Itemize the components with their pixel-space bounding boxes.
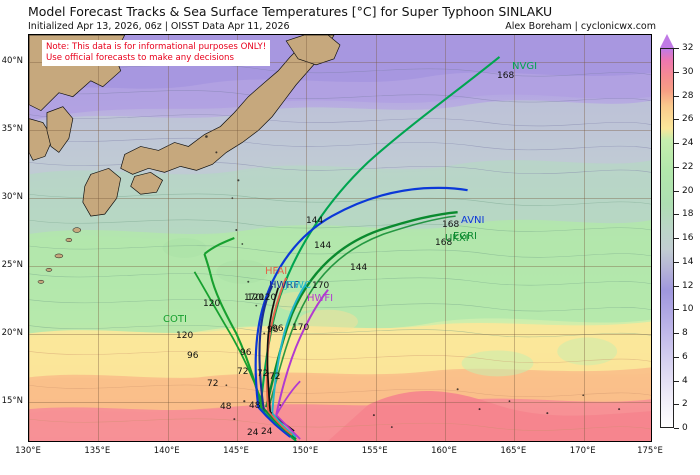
colorbar-tick-label: 6 <box>682 351 688 362</box>
hour-label: 72 <box>237 367 249 377</box>
hour-label: 170 <box>244 293 262 303</box>
hour-label: 48 <box>220 402 232 412</box>
forecast-tracks[interactable] <box>29 35 651 441</box>
model-label-HWRF[interactable]: HWRF <box>269 280 300 291</box>
note-line-2: Use official forecasts to make any decis… <box>46 52 234 63</box>
hour-label: 72 <box>207 379 219 389</box>
hour-label: 144 <box>306 216 324 226</box>
track-HWFI-extension <box>275 380 301 416</box>
hour-label: 96 <box>240 348 252 358</box>
hour-label: 120 <box>203 299 221 309</box>
colorbar-extend-bottom <box>660 428 674 442</box>
y-tick: 40°N <box>1 56 23 67</box>
colorbar-tick-label: 20 <box>682 185 694 196</box>
track-JTWC <box>271 283 307 414</box>
x-axis: 130°E 135°E 140°E 145°E 150°E 155°E 160°… <box>15 444 663 460</box>
credit-attribution: Alex Boreham | cyclonicwx.com <box>505 21 656 32</box>
colorbar-tick-label: 12 <box>682 280 694 291</box>
hour-label: 120 <box>176 331 194 341</box>
hour-label: 24 <box>261 427 273 437</box>
track-HWRF <box>258 285 274 414</box>
y-tick: 30°N <box>1 192 23 203</box>
hour-label: 168 <box>497 71 515 81</box>
y-tick: 20°N <box>1 328 23 339</box>
header: Model Forecast Tracks & Sea Surface Temp… <box>0 0 700 34</box>
colorbar-tick-label: 14 <box>682 256 694 267</box>
model-label-EGRI[interactable]: EGRI <box>453 231 477 242</box>
note-line-1: Note: This data is for informational pur… <box>46 42 267 52</box>
hour-label: 168 <box>435 238 453 248</box>
colorbar-tick-label: 16 <box>682 233 694 243</box>
colorbar-tick-label: 30 <box>682 66 694 77</box>
hour-label: 144 <box>314 241 332 251</box>
track-AVNI <box>254 186 468 408</box>
x-tick: 140°E <box>153 446 180 456</box>
colorbar-tick-label: 24 <box>682 138 694 148</box>
hour-label: 96 <box>267 325 279 335</box>
colorbar-tick-label: 22 <box>682 161 694 172</box>
model-label-NVGI[interactable]: NVGI <box>512 61 538 72</box>
hour-label: 48 <box>249 401 261 411</box>
colorbar-tick-label: 4 <box>682 375 688 386</box>
track-consensus <box>266 287 295 432</box>
model-label-HWFI[interactable]: HWFI <box>307 293 334 304</box>
colorbar-tick-label: 28 <box>682 90 694 101</box>
track-HFAI <box>265 277 288 412</box>
hour-label: 96 <box>272 324 284 334</box>
x-tick: 150°E <box>292 446 319 456</box>
colorbar-tick-label: 0 <box>682 423 688 433</box>
hour-label: 168 <box>442 220 460 230</box>
x-tick: 175°E <box>637 446 663 456</box>
x-tick: 165°E <box>500 446 527 456</box>
page-title: Model Forecast Tracks & Sea Surface Temp… <box>28 4 553 19</box>
disclaimer-note: Note: This data is for informational pur… <box>42 40 271 67</box>
model-label-JTWC[interactable]: JTWC <box>285 280 311 291</box>
hour-label: 170 <box>292 323 310 333</box>
y-tick: 15°N <box>1 396 23 407</box>
page-subtitle: Initialized Apr 13, 2026, 06z | OISST Da… <box>28 21 290 32</box>
colorbar-extend-top <box>660 34 674 48</box>
x-tick: 155°E <box>361 446 388 456</box>
hour-label: 72 <box>257 369 269 379</box>
hour-label: 120 <box>259 293 277 303</box>
y-axis: 40°N 35°N 30°N 25°N 20°N 15°N <box>0 34 26 442</box>
model-label-HFAI[interactable]: HFAI <box>265 266 288 277</box>
hour-label: 72 <box>269 372 281 382</box>
track-EGRI <box>265 210 458 408</box>
sst-field <box>29 35 651 441</box>
colorbar-tick-label: 10 <box>682 304 694 315</box>
colorbar-tick-label: 8 <box>682 328 688 338</box>
x-tick: 135°E <box>84 446 111 456</box>
hour-label: 144 <box>350 263 368 273</box>
track-HWFI <box>275 289 329 416</box>
track-UKXI <box>267 215 456 410</box>
track-bundle-initial <box>257 406 301 441</box>
hour-label: 24 <box>247 428 259 438</box>
colorbar-gradient <box>660 48 674 428</box>
colorbar-tick-label: 32 <box>682 43 694 53</box>
forecast-map[interactable]: Note: This data is for informational pur… <box>28 34 652 442</box>
hour-label: 96 <box>187 351 199 361</box>
x-tick: 170°E <box>569 446 596 456</box>
x-tick: 160°E <box>431 446 457 456</box>
colorbar-tick-label: 2 <box>682 399 688 410</box>
x-tick: 145°E <box>223 446 249 456</box>
y-tick: 35°N <box>1 124 23 135</box>
model-label-UKXI[interactable]: UKXI <box>445 233 469 244</box>
model-label-AVNI[interactable]: AVNI <box>461 215 485 226</box>
colorbar-tick-label: 18 <box>682 209 694 220</box>
hour-label: 120 <box>247 293 265 303</box>
model-label-COTI[interactable]: COTI <box>163 314 187 325</box>
y-tick: 25°N <box>1 260 23 271</box>
colorbar-tick-label: 26 <box>682 114 694 125</box>
hour-label: 170 <box>312 281 330 291</box>
sst-colorbar[interactable]: 0 2 4 6 8 10 12 14 16 18 20 22 24 26 28 … <box>660 34 700 442</box>
x-tick: 130°E <box>15 446 41 456</box>
